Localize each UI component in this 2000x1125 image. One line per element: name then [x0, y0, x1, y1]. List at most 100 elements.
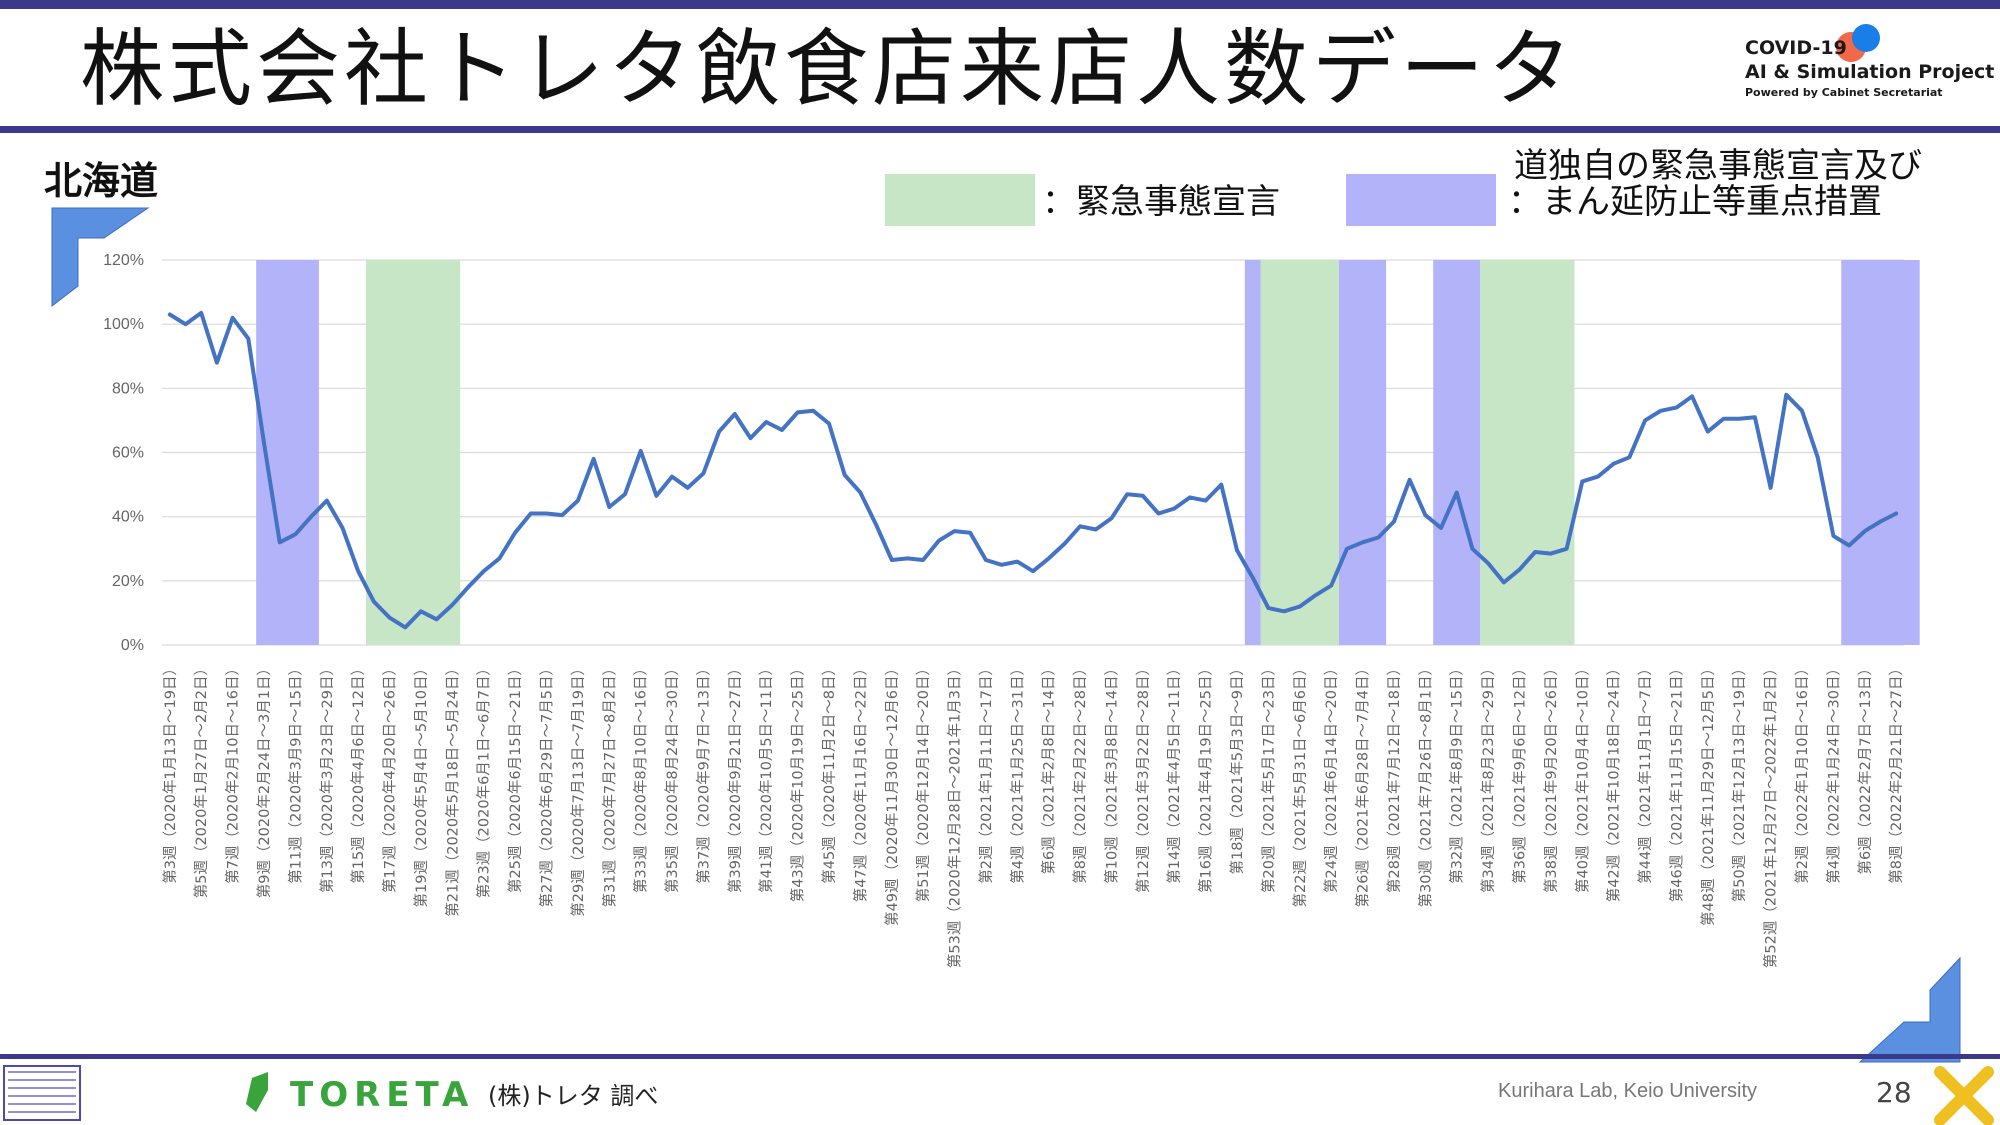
- data-point: [215, 361, 219, 365]
- x-tick-label: 第40週（2021年10月4日～10日）: [1573, 661, 1591, 893]
- priority-band: [1433, 260, 1481, 645]
- x-tick-label: 第47週（2020年11月16日～22日）: [851, 661, 869, 902]
- x-tick-label: 第21週（2020年5月18日～5月24日）: [443, 661, 461, 917]
- data-point: [168, 312, 172, 317]
- priority-band: [1244, 260, 1261, 645]
- data-point: [1831, 534, 1835, 538]
- data-point: [1533, 550, 1537, 554]
- data-point: [497, 556, 502, 560]
- x-tick-label: 第8週（2022年2月21日～27日）: [1887, 661, 1905, 884]
- data-point: [1298, 604, 1302, 609]
- credit-text: Kurihara Lab, Keio University: [1498, 1080, 1758, 1102]
- x-tick-label: 第4週（2022年1月24日～30日）: [1824, 661, 1842, 884]
- data-point: [733, 412, 737, 416]
- x-tick-label: 第11週（2020年3月9日～15日）: [286, 661, 304, 884]
- x-tick-label: 第15週（2020年4月6日～12日）: [349, 661, 367, 884]
- data-point: [544, 511, 549, 516]
- data-point: [1439, 526, 1443, 530]
- data-point: [591, 457, 596, 461]
- legend-priority-label: ：まん延防止等重点措置: [1508, 182, 1882, 222]
- covid-project-logo: COVID-19 AI & Simulation Project Powered…: [1745, 36, 1994, 102]
- data-point: [654, 494, 658, 498]
- data-point: [1188, 495, 1192, 500]
- top-accent-bar: [0, 0, 2000, 9]
- legend-emergency-label: ：緊急事態宣言: [1042, 182, 1280, 222]
- data-point: [1690, 394, 1694, 398]
- data-point: [529, 511, 533, 516]
- x-tick-label: 第46週（2021年11月15日～21日）: [1667, 661, 1685, 902]
- x-tick-label: 第23週（2020年6月1日～6月7日）: [475, 661, 493, 898]
- data-point: [890, 558, 894, 562]
- data-point: [1141, 494, 1145, 498]
- data-point: [968, 531, 972, 535]
- data-point: [1784, 393, 1788, 397]
- data-point: [309, 515, 313, 519]
- x-tick-label: 第31週（2020年7月27日～8月2日）: [600, 661, 618, 907]
- x-tick-label: 第38週（2021年9月20日～26日）: [1542, 661, 1560, 893]
- x-tick-label: 第9週（2020年2月24日～3月1日）: [255, 661, 273, 898]
- x-tick-label: 第5週（2020年1月27日～2月2日）: [192, 661, 210, 898]
- x-tick-label: 第28週（2021年7月12日～18日）: [1385, 661, 1403, 893]
- title-underline: [0, 126, 2000, 133]
- legend-priority-note: 道独自の緊急事態宣言及び: [1514, 146, 1922, 186]
- data-point: [1596, 474, 1600, 479]
- data-point: [482, 569, 486, 573]
- data-point: [1894, 511, 1898, 516]
- data-point: [1580, 479, 1584, 483]
- x-tick-label: 第33週（2020年8月10日～16日）: [632, 661, 650, 893]
- data-point: [1847, 543, 1851, 548]
- x-tick-label: 第6週（2022年2月7日～13日）: [1856, 661, 1874, 875]
- legend-emergency-swatch: [885, 174, 1035, 226]
- data-point: [576, 499, 580, 503]
- data-point: [372, 600, 376, 604]
- toreta-logo: TORETA: [290, 1075, 475, 1115]
- data-point: [670, 474, 674, 479]
- data-point: [1313, 593, 1318, 597]
- data-point: [1423, 513, 1427, 517]
- data-point: [1674, 405, 1679, 410]
- covid-logo-line1: COVID-19: [1745, 37, 1847, 59]
- data-point: [1659, 409, 1663, 413]
- data-point: [1078, 524, 1082, 528]
- corner-mark-top-left: [51, 207, 150, 308]
- x-tick-label: 第45週（2020年11月2日～8日）: [820, 661, 838, 884]
- y-tick-label: 0%: [121, 637, 144, 654]
- data-point: [1266, 606, 1271, 610]
- data-point: [1172, 507, 1176, 511]
- x-tick-label: 第20週（2021年5月17日～23日）: [1259, 661, 1277, 893]
- data-point: [1282, 609, 1286, 613]
- emergency-band: [366, 260, 461, 645]
- x-tick-label: 第12週（2021年3月22日～28日）: [1134, 661, 1152, 893]
- data-point: [1863, 529, 1867, 533]
- data-point: [1360, 540, 1365, 544]
- data-point: [1156, 511, 1161, 516]
- covid-logo-blue-dot: [1852, 24, 1880, 52]
- x-tick-label: 第43週（2020年10月19日～25日）: [789, 661, 807, 902]
- x-tick-label: 第14週（2021年4月5日～11日）: [1165, 661, 1183, 884]
- data-point: [325, 499, 329, 503]
- x-tick-label: 第17週（2020年4月20日～26日）: [381, 661, 399, 893]
- data-point: [293, 532, 297, 536]
- data-point: [1502, 580, 1506, 585]
- data-point: [1612, 462, 1616, 466]
- x-tick-label: 第51週（2020年12月14日～20日）: [914, 661, 932, 902]
- data-point: [1047, 556, 1051, 560]
- y-tick-label: 20%: [112, 573, 144, 590]
- x-tick-label: 第39週（2020年9月21日～27日）: [726, 661, 744, 893]
- data-point: [1753, 415, 1757, 419]
- x-tick-label: 第27週（2020年6月29日～7月5日）: [538, 661, 556, 907]
- lab-logo-icon: [3, 1065, 81, 1121]
- data-point: [278, 540, 282, 544]
- region-label: 北海道: [44, 159, 159, 203]
- y-tick-label: 120%: [103, 252, 144, 269]
- covid-logo-line3: Powered by Cabinet Secretariat: [1745, 86, 1943, 99]
- data-point: [199, 311, 203, 315]
- data-point: [1564, 547, 1569, 551]
- data-point: [466, 585, 470, 589]
- data-point: [921, 558, 925, 562]
- data-point: [356, 569, 360, 573]
- data-point: [1408, 478, 1412, 482]
- data-point: [340, 526, 345, 530]
- data-point: [1204, 499, 1208, 503]
